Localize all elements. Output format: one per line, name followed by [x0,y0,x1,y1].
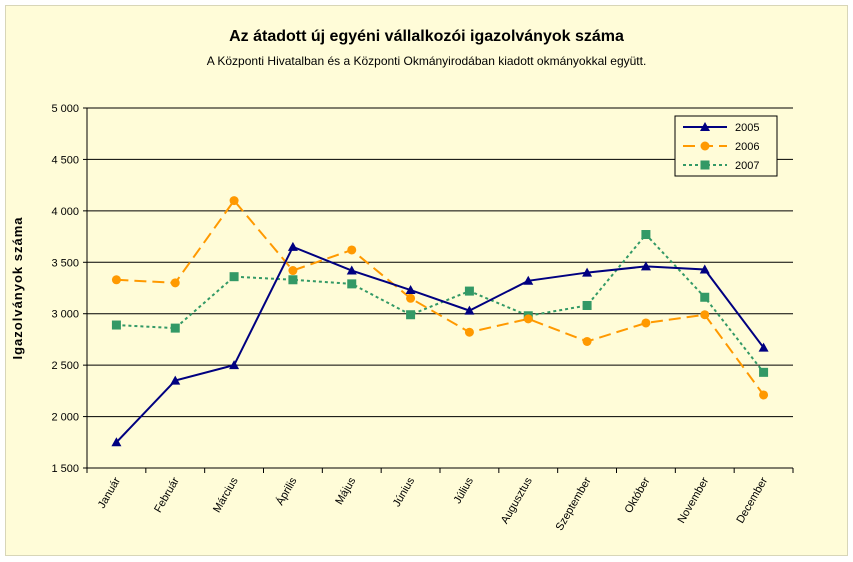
data-point-2007 [759,367,769,377]
data-point-2005 [170,375,181,385]
y-tick-label: 4 500 [51,154,79,166]
data-point-2005 [464,305,475,315]
x-tick-label: Július [452,475,477,506]
data-point-2006 [347,245,357,255]
series-line-2005 [115,245,765,443]
y-tick-label: 2 000 [51,412,79,424]
data-point-2005 [640,261,651,271]
data-point-2005 [229,360,240,370]
data-point-2006 [700,310,710,320]
data-point-2006 [229,196,239,206]
x-tick-label: Április [273,475,299,508]
x-tick-label: Március [211,475,241,515]
data-point-2005 [758,342,769,352]
data-point-2007 [170,323,180,333]
y-tick-label: 3 000 [51,309,79,321]
legend-marker-2005 [700,122,710,131]
chart-subtitle: A Központi Hivatalban és a Központi Okmá… [206,54,647,68]
y-axis-label: Igazolványok száma [10,217,25,360]
x-tick-label: November [676,475,712,525]
x-tick-label: Augusztus [499,475,535,526]
data-point-2006 [464,327,474,337]
data-point-2005 [582,267,593,277]
data-point-2006 [582,336,592,346]
data-point-2006 [170,278,180,288]
data-point-2007 [406,310,416,320]
data-point-2005 [523,275,534,285]
x-tick-label: Január [96,475,123,510]
data-point-2007 [347,279,357,289]
chart-title: Az átadott új egyéni vállalkozói igazolv… [229,28,624,45]
data-point-2007 [464,286,474,296]
data-point-2006 [759,390,769,400]
data-point-2005 [111,437,122,447]
series-line-2006 [116,198,765,396]
y-tick-label: 3 500 [51,257,79,269]
x-tick-label: Május [333,475,358,507]
y-tick-label: 2 500 [51,360,79,372]
data-point-2006 [641,318,651,328]
data-point-2006 [111,275,121,285]
data-point-2006 [523,314,533,324]
data-point-2005 [346,265,357,275]
data-point-2007 [288,275,298,285]
data-point-2007 [582,300,592,310]
data-point-2005 [699,264,710,274]
y-tick-label: 4 000 [51,206,79,218]
x-tick-label: Június [391,475,418,509]
series-line-2007 [116,233,765,373]
data-point-2006 [288,266,298,276]
x-tick-label: December [734,475,770,525]
legend-label-2006: 2006 [735,141,759,153]
y-tick-label: 5 000 [51,103,79,115]
legend-label-2007: 2007 [735,160,759,172]
x-tick-label: Február [152,475,182,515]
data-point-2005 [405,285,416,295]
x-tick-label: Szeptember [554,475,594,533]
data-point-2007 [111,320,121,330]
data-point-2006 [406,293,416,303]
data-point-2007 [641,230,651,240]
data-point-2005 [287,241,298,251]
legend-label-2005: 2005 [735,122,759,134]
y-tick-label: 1 500 [51,463,79,475]
data-point-2007 [700,292,710,302]
legend-marker-2007 [700,160,710,170]
legend-marker-2006 [700,141,710,151]
x-tick-label: Október [623,475,653,515]
data-point-2007 [229,272,239,282]
